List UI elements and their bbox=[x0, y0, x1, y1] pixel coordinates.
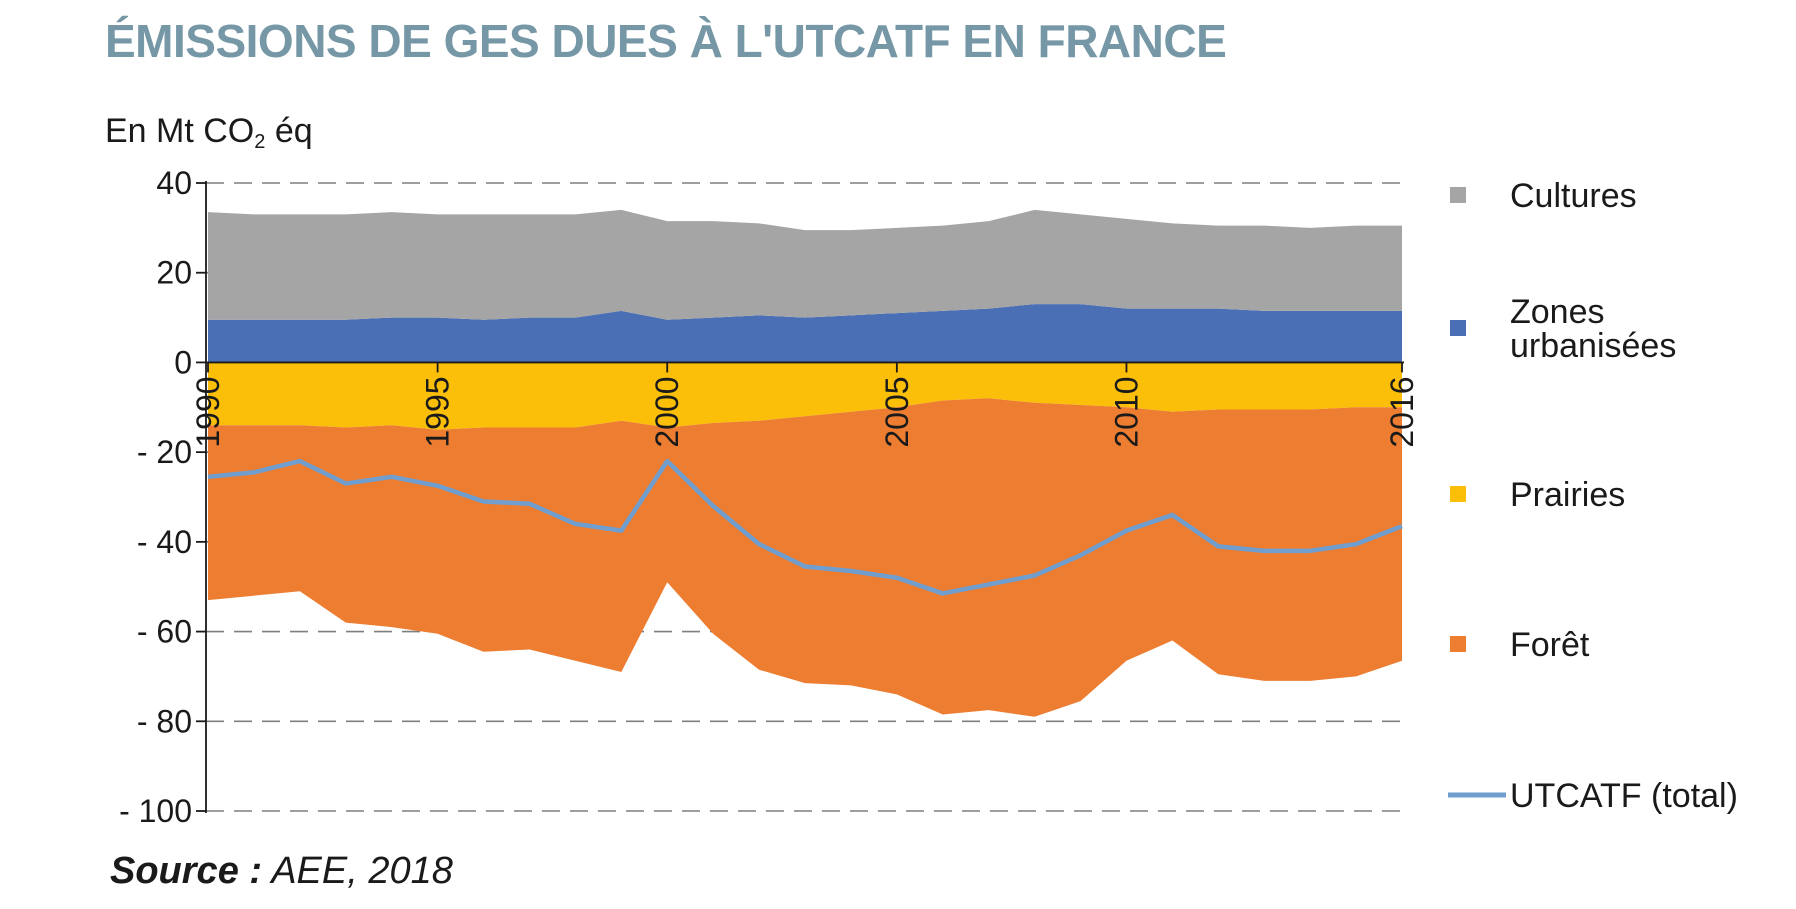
x-tick-labels: 1990 1995 2000 2005 2010 2016 bbox=[190, 376, 1420, 447]
y-axis-unit-label: En Mt CO2 éq bbox=[105, 112, 313, 154]
line-series bbox=[207, 458, 1403, 596]
x-tick-label: 2005 bbox=[879, 376, 915, 447]
legend-label: Prairies bbox=[1510, 476, 1625, 514]
legend-label: UTCATF (total) bbox=[1510, 777, 1738, 815]
legend-swatch bbox=[1450, 486, 1466, 502]
y-tick-label: - 100 bbox=[119, 793, 192, 829]
area-prairies bbox=[208, 362, 1402, 430]
y-tick-label: - 40 bbox=[137, 524, 192, 560]
unit-prefix: En Mt CO bbox=[105, 112, 255, 150]
area-cultures bbox=[208, 209, 1402, 320]
legend-item: UTCATF (total) bbox=[1448, 777, 1738, 815]
chart-title: ÉMISSIONS DE GES DUES À L'UTCATF EN FRAN… bbox=[105, 15, 1227, 67]
area-foret bbox=[208, 398, 1402, 717]
legend-swatch bbox=[1450, 187, 1466, 203]
y-tick-label: - 20 bbox=[137, 434, 192, 470]
y-tick-label: 40 bbox=[156, 165, 192, 201]
x-tick-label: 1995 bbox=[420, 376, 456, 447]
source-label: Source : bbox=[110, 850, 263, 892]
legend-label: Cultures bbox=[1510, 177, 1637, 215]
source-text: AEE, 2018 bbox=[262, 850, 453, 892]
legend-label: Zones bbox=[1510, 293, 1605, 331]
legend-swatch bbox=[1450, 636, 1466, 652]
legend-item: Cultures bbox=[1450, 177, 1637, 215]
unit-subscript: 2 bbox=[254, 131, 266, 153]
legend-swatch bbox=[1450, 320, 1466, 336]
y-tick-labels: 40 20 0 - 20 - 40 - 60 - 80 - 100 bbox=[119, 165, 192, 829]
legend-item: Forêt bbox=[1450, 626, 1590, 664]
y-tick-label: - 60 bbox=[137, 614, 192, 650]
legend-label: urbanisées bbox=[1510, 327, 1676, 365]
x-tick-label: 2016 bbox=[1384, 376, 1420, 447]
unit-suffix: éq bbox=[265, 112, 313, 150]
legend-label: Forêt bbox=[1510, 626, 1590, 664]
legend-item: Prairies bbox=[1450, 476, 1625, 514]
line-utcatf-total bbox=[207, 458, 1403, 596]
area-series bbox=[208, 209, 1402, 717]
x-tick-label: 2010 bbox=[1108, 376, 1144, 447]
y-tick-label: - 80 bbox=[137, 703, 192, 739]
y-tick-label: 0 bbox=[174, 344, 192, 380]
y-tick-label: 20 bbox=[156, 255, 192, 291]
x-tick-label: 1990 bbox=[190, 376, 226, 447]
axes bbox=[196, 181, 1404, 813]
area-zones-urbanisees bbox=[208, 304, 1402, 363]
source-note: Source : AEE, 2018 bbox=[110, 850, 453, 893]
x-tick-label: 2000 bbox=[649, 376, 685, 447]
